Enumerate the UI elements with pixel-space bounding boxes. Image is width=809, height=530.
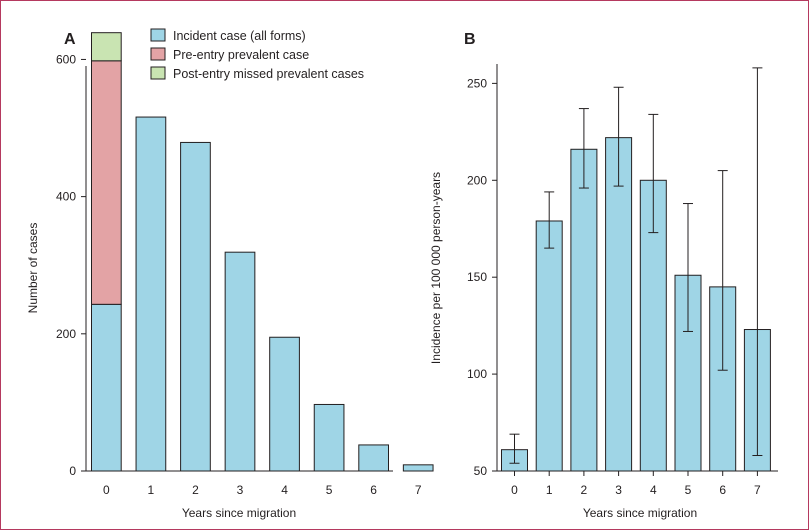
panel-a-bar bbox=[91, 60, 122, 305]
panel-a-legend-label: Pre-entry prevalent case bbox=[173, 48, 309, 62]
panel-b-bar bbox=[605, 137, 633, 472]
panel-a-x-tick-label: 5 bbox=[326, 483, 333, 497]
panel-b-chart: B 50 100 150 200 250 0 1 2 3 4 5 6 7 Years since migra… bbox=[429, 31, 778, 520]
panel-a-bar bbox=[402, 464, 434, 472]
panel-a-y-tick-label: 0 bbox=[69, 464, 76, 478]
panel-a-bar bbox=[135, 116, 167, 472]
panel-a-x-tick-label: 4 bbox=[281, 483, 288, 497]
panel-a-y-tick-label: 200 bbox=[56, 327, 76, 341]
panel-b-y-tick-label: 150 bbox=[467, 270, 487, 284]
panel-b-y-tick-label: 100 bbox=[467, 367, 487, 381]
panel-b-x-tick-label: 2 bbox=[581, 483, 588, 497]
panel-b-x-tick-label: 1 bbox=[546, 483, 553, 497]
panel-b-bar bbox=[535, 220, 563, 472]
panel-a-bar bbox=[180, 141, 211, 472]
panel-a-y-tick-label: 600 bbox=[56, 52, 76, 66]
panel-a-legend-swatch bbox=[150, 47, 166, 61]
panel-a-x-tick-label: 2 bbox=[192, 483, 199, 497]
panel-b-x-tick-label: 4 bbox=[650, 483, 657, 497]
panel-a-bar bbox=[224, 251, 256, 472]
panel-a-y-label: Number of cases bbox=[26, 223, 40, 314]
panel-a-y-tick-label: 400 bbox=[56, 190, 76, 204]
panel-b-x-tick-label: 7 bbox=[754, 483, 761, 497]
panel-a-bar bbox=[91, 32, 122, 62]
panel-a-x-tick-label: 1 bbox=[148, 483, 155, 497]
panel-a-x-tick-label: 6 bbox=[370, 483, 377, 497]
panel-a-x-tick-label: 7 bbox=[415, 483, 422, 497]
panel-b-y-tick-label: 50 bbox=[474, 464, 488, 478]
panel-b-x-tick-label: 0 bbox=[511, 483, 518, 497]
panel-a-letter: A bbox=[64, 31, 76, 48]
panel-b-x-tick-label: 5 bbox=[685, 483, 692, 497]
panel-a-bar bbox=[91, 303, 122, 472]
panel-b-y-tick-label: 250 bbox=[467, 76, 487, 90]
panel-a-legend-swatch bbox=[150, 28, 166, 42]
panel-b-bar bbox=[570, 148, 598, 472]
panel-b-letter: B bbox=[464, 31, 476, 48]
panel-a-x-label: Years since migration bbox=[182, 506, 296, 520]
panel-b-y-tick-label: 200 bbox=[467, 173, 487, 187]
panel-b-x-label: Years since migration bbox=[583, 506, 697, 520]
panel-a-x-tick-label: 3 bbox=[237, 483, 244, 497]
panel-a-x-tick-label: 0 bbox=[103, 483, 110, 497]
panel-b-y-label: Incidence per 100 000 person-years bbox=[429, 172, 443, 364]
panel-b-x-tick-label: 6 bbox=[719, 483, 726, 497]
panel-a-chart: A 0 200 400 600 0 1 2 3 4 5 6 7 Years since migration… bbox=[26, 28, 434, 520]
panel-b-x-tick-label: 3 bbox=[615, 483, 622, 497]
panel-a-bar bbox=[313, 403, 345, 472]
panel-a-bar bbox=[269, 336, 300, 472]
panel-a-legend-label: Incident case (all forms) bbox=[173, 29, 306, 43]
panel-a-legend-swatch bbox=[150, 66, 166, 80]
panel-a-legend-label: Post-entry missed prevalent cases bbox=[173, 67, 364, 81]
panel-a-bar bbox=[358, 444, 389, 472]
